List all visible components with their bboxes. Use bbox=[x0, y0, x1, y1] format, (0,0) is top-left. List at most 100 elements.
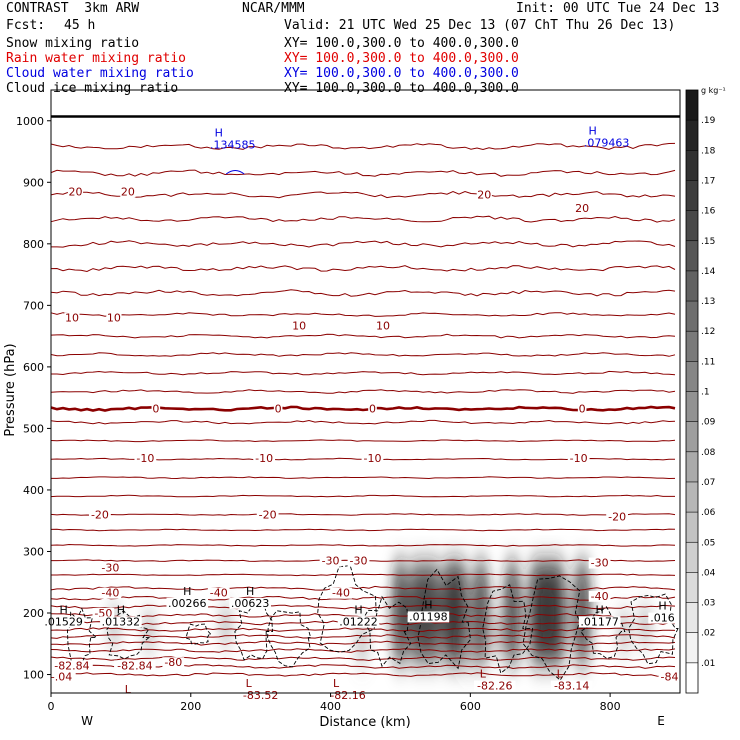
minimum-marker: L bbox=[480, 668, 487, 681]
x-tick-label: 400 bbox=[320, 700, 341, 713]
isotherm-label-bg bbox=[375, 320, 391, 332]
isotherm-line bbox=[50, 289, 676, 297]
isotherm-label-bg bbox=[114, 660, 156, 672]
minimum-marker-bg bbox=[47, 671, 76, 683]
isotherm-label-bg bbox=[67, 186, 84, 198]
cloud-water-maximum: H bbox=[588, 125, 596, 138]
maximum-value-bg bbox=[100, 616, 142, 628]
isotherm-line bbox=[50, 585, 676, 591]
isotherm-line bbox=[50, 604, 676, 610]
y-tick-label: 1000 bbox=[16, 115, 44, 128]
plot-frame bbox=[50, 89, 681, 694]
isotherm-label-bg bbox=[134, 452, 157, 464]
isotherm-line bbox=[50, 528, 676, 532]
isotherm-label: -82.84 bbox=[117, 659, 152, 672]
isotherm-label-bg bbox=[51, 660, 93, 672]
isotherm-line bbox=[51, 370, 676, 376]
colorbar-tick-label: .14 bbox=[701, 267, 716, 277]
isotherm-label: 20 bbox=[575, 202, 589, 215]
isotherm-label: -30 bbox=[101, 561, 119, 574]
colorbar-tick-label: .06 bbox=[701, 508, 716, 518]
minimum-marker-bg bbox=[123, 683, 133, 695]
colorbar-tick-label: .1 bbox=[701, 388, 710, 398]
colorbar-tick-label: .15 bbox=[701, 237, 715, 247]
isotherm-label-bg bbox=[207, 587, 230, 599]
isotherm-line bbox=[50, 169, 676, 177]
colorbar-tick-label: .18 bbox=[701, 146, 716, 156]
maximum-value-bg bbox=[337, 616, 380, 628]
isotherm-line bbox=[50, 190, 676, 199]
field-name-cloud-ice: Cloud ice mixing ratio bbox=[6, 81, 179, 96]
isotherm-label-bg bbox=[577, 403, 587, 415]
cloud-ice-contour bbox=[522, 575, 583, 681]
colorbar-tick-label: .04 bbox=[701, 568, 716, 578]
isotherm-line bbox=[50, 656, 676, 662]
minimum-value: -83.52 bbox=[243, 689, 278, 702]
colorbar-tick-label: .07 bbox=[701, 478, 715, 488]
isotherm-line bbox=[50, 494, 675, 498]
isotherm-line bbox=[51, 240, 676, 248]
isotherm-label-bg bbox=[574, 203, 590, 215]
isotherm-line bbox=[50, 419, 676, 425]
colorbar-tick-label: .09 bbox=[701, 418, 716, 428]
isotherm-line bbox=[50, 672, 676, 677]
isotherm-label-bg bbox=[256, 509, 279, 521]
isotherm-label: 20 bbox=[68, 186, 82, 199]
isotherm-label: -40 bbox=[591, 590, 609, 603]
colorbar-tick-label: .17 bbox=[701, 176, 715, 186]
isotherm-label-bg bbox=[92, 608, 115, 620]
y-tick-label: 600 bbox=[23, 361, 44, 374]
colorbar-cell bbox=[686, 572, 698, 603]
x-tick-label: 200 bbox=[180, 700, 201, 713]
minimum-marker: L bbox=[125, 683, 132, 696]
minimum-marker-bg bbox=[658, 671, 681, 683]
isotherm-line bbox=[50, 595, 676, 601]
isotherm-label: 10 bbox=[65, 312, 79, 325]
isotherm-label-bg bbox=[64, 312, 80, 324]
maximum-value-bg bbox=[229, 597, 271, 609]
isotherm-label: -30 bbox=[350, 555, 368, 568]
isotherm-label: -30 bbox=[322, 555, 340, 568]
isotherm-label-bg bbox=[253, 452, 276, 464]
isotherm-label: -10 bbox=[364, 452, 382, 465]
minimum-marker: L bbox=[333, 677, 340, 690]
minimum-value-bg bbox=[327, 689, 369, 701]
valid-time: Valid: 21 UTC Wed 25 Dec 13 (07 ChT Thu … bbox=[284, 18, 676, 33]
maximum-value: .00266 bbox=[168, 597, 207, 610]
isotherm-label: 0 bbox=[275, 403, 282, 416]
colorbar-cell bbox=[686, 240, 698, 271]
maximum-marker: H bbox=[183, 585, 191, 598]
snow-shading-column bbox=[471, 558, 490, 669]
colorbar-cell bbox=[686, 391, 698, 422]
isotherm-label: 20 bbox=[477, 189, 491, 202]
cloud-ice-contour bbox=[628, 593, 679, 665]
field-name-cloud-water: Cloud water mixing ratio bbox=[6, 66, 194, 81]
colorbar-tick-label: .12 bbox=[701, 327, 715, 337]
isotherm-label-bg bbox=[319, 555, 342, 567]
minimum-value-bg bbox=[239, 689, 282, 701]
maximum-value-bg bbox=[578, 616, 621, 628]
maximum-marker: H bbox=[658, 600, 666, 613]
maximum-value-bg bbox=[407, 611, 450, 623]
isotherm-label-bg bbox=[89, 509, 111, 521]
minimum-value-bg bbox=[473, 680, 516, 692]
snow-shading-column bbox=[573, 558, 592, 669]
colorbar-tick-label: .02 bbox=[701, 629, 715, 639]
maximum-value: .00623 bbox=[231, 597, 270, 610]
maximum-marker: H bbox=[354, 603, 362, 616]
isotherm-label: 10 bbox=[107, 312, 121, 325]
colorbar-cell bbox=[686, 451, 698, 482]
isotherm-line bbox=[51, 573, 676, 577]
colorbar-cell bbox=[686, 421, 698, 452]
isotherm-label: -20 bbox=[608, 510, 626, 523]
y-tick-label: 100 bbox=[23, 669, 44, 682]
forecast-label: Fcst: bbox=[6, 18, 46, 33]
x-tick-label: 800 bbox=[600, 700, 621, 713]
isotherm-label: 0 bbox=[369, 403, 376, 416]
field-xy-cloud-water: XY= 100.0,300.0 to 400.0,300.0 bbox=[284, 66, 519, 81]
west-label: W bbox=[81, 714, 93, 728]
isotherm-label: 0 bbox=[579, 403, 586, 416]
isotherm-line bbox=[51, 476, 676, 480]
isotherm-label-bg bbox=[273, 403, 283, 415]
